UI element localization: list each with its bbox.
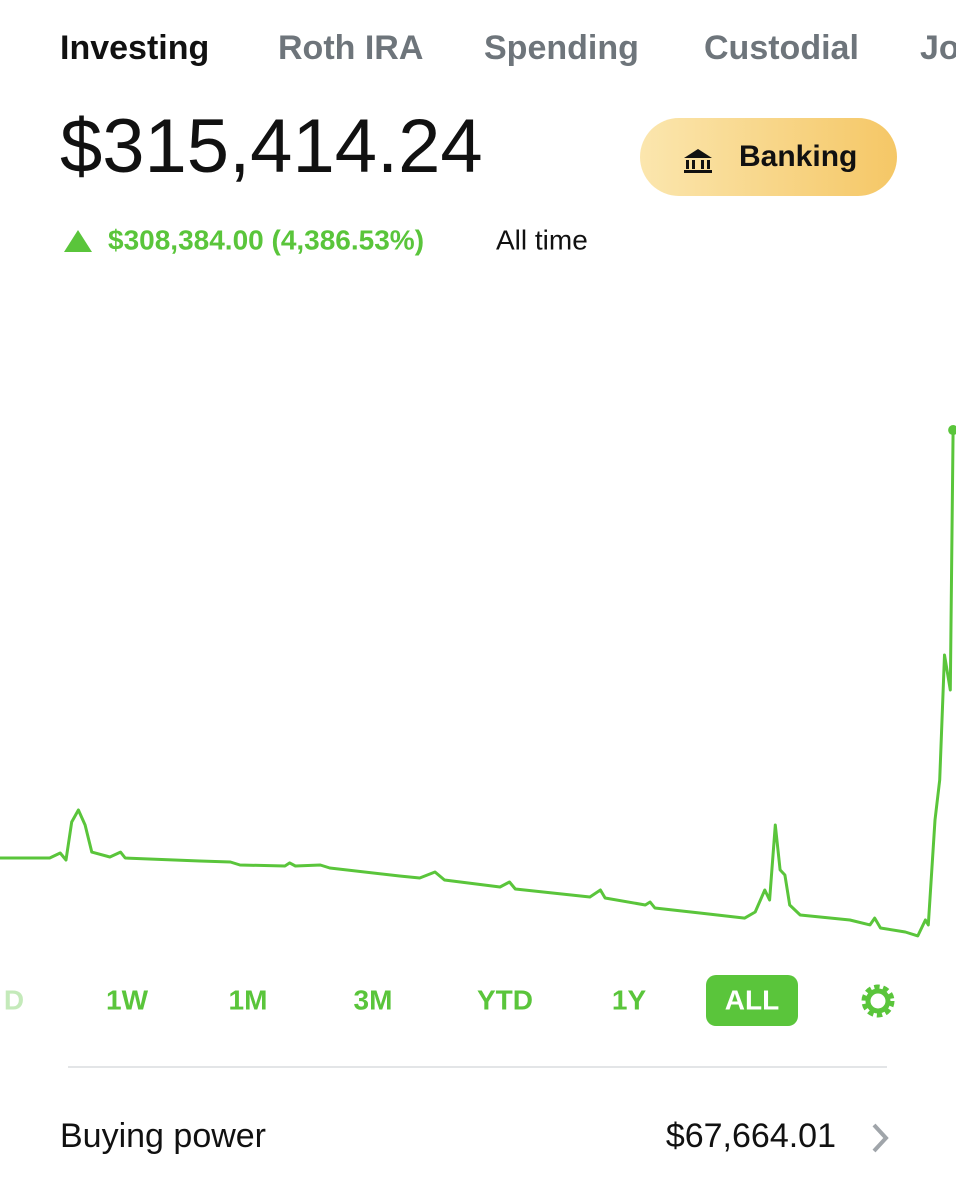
range-option[interactable]: 3M [354,984,393,1015]
up-arrow [64,230,92,252]
chevron [872,1123,889,1153]
banking-button[interactable]: Banking [640,118,897,196]
range-option[interactable]: YTD [477,984,533,1015]
price-line [0,430,955,938]
tab[interactable]: Investing [60,29,209,67]
range-option[interactable]: D [4,984,24,1015]
range-option[interactable]: 1W [106,984,149,1015]
bank-icon [684,149,712,173]
range-selector: D 1W 1M 3M YTD 1Y ALL [4,975,798,1026]
gear-ring [865,988,891,1014]
row-label: Buying power [60,1117,266,1155]
button-label: Banking [739,140,857,173]
end-dot [948,425,956,436]
gear-teeth [861,984,895,1018]
balance: $315,414.24 [60,104,483,189]
settings-gear[interactable] [861,984,895,1018]
change-period: All time [496,224,588,255]
range-option[interactable]: 1M [229,984,268,1015]
range-pill [706,975,798,1026]
buying-power-row[interactable]: Buying power $67,664.01 [60,1117,889,1155]
tab[interactable]: Jo [920,29,956,67]
tab[interactable]: Spending [484,29,639,67]
tab[interactable]: Roth IRA [278,29,423,67]
tab[interactable]: Custodial [704,29,859,67]
chart [0,425,956,938]
change-amount: $308,384.00 (4,386.53%) [108,224,424,255]
button-bg [640,118,897,196]
tab-bar: Investing Roth IRA Spending Custodial Jo [60,29,956,67]
range-option[interactable]: ALL [725,984,779,1015]
row-value: $67,664.01 [666,1117,836,1155]
range-option[interactable]: 1Y [612,984,647,1015]
